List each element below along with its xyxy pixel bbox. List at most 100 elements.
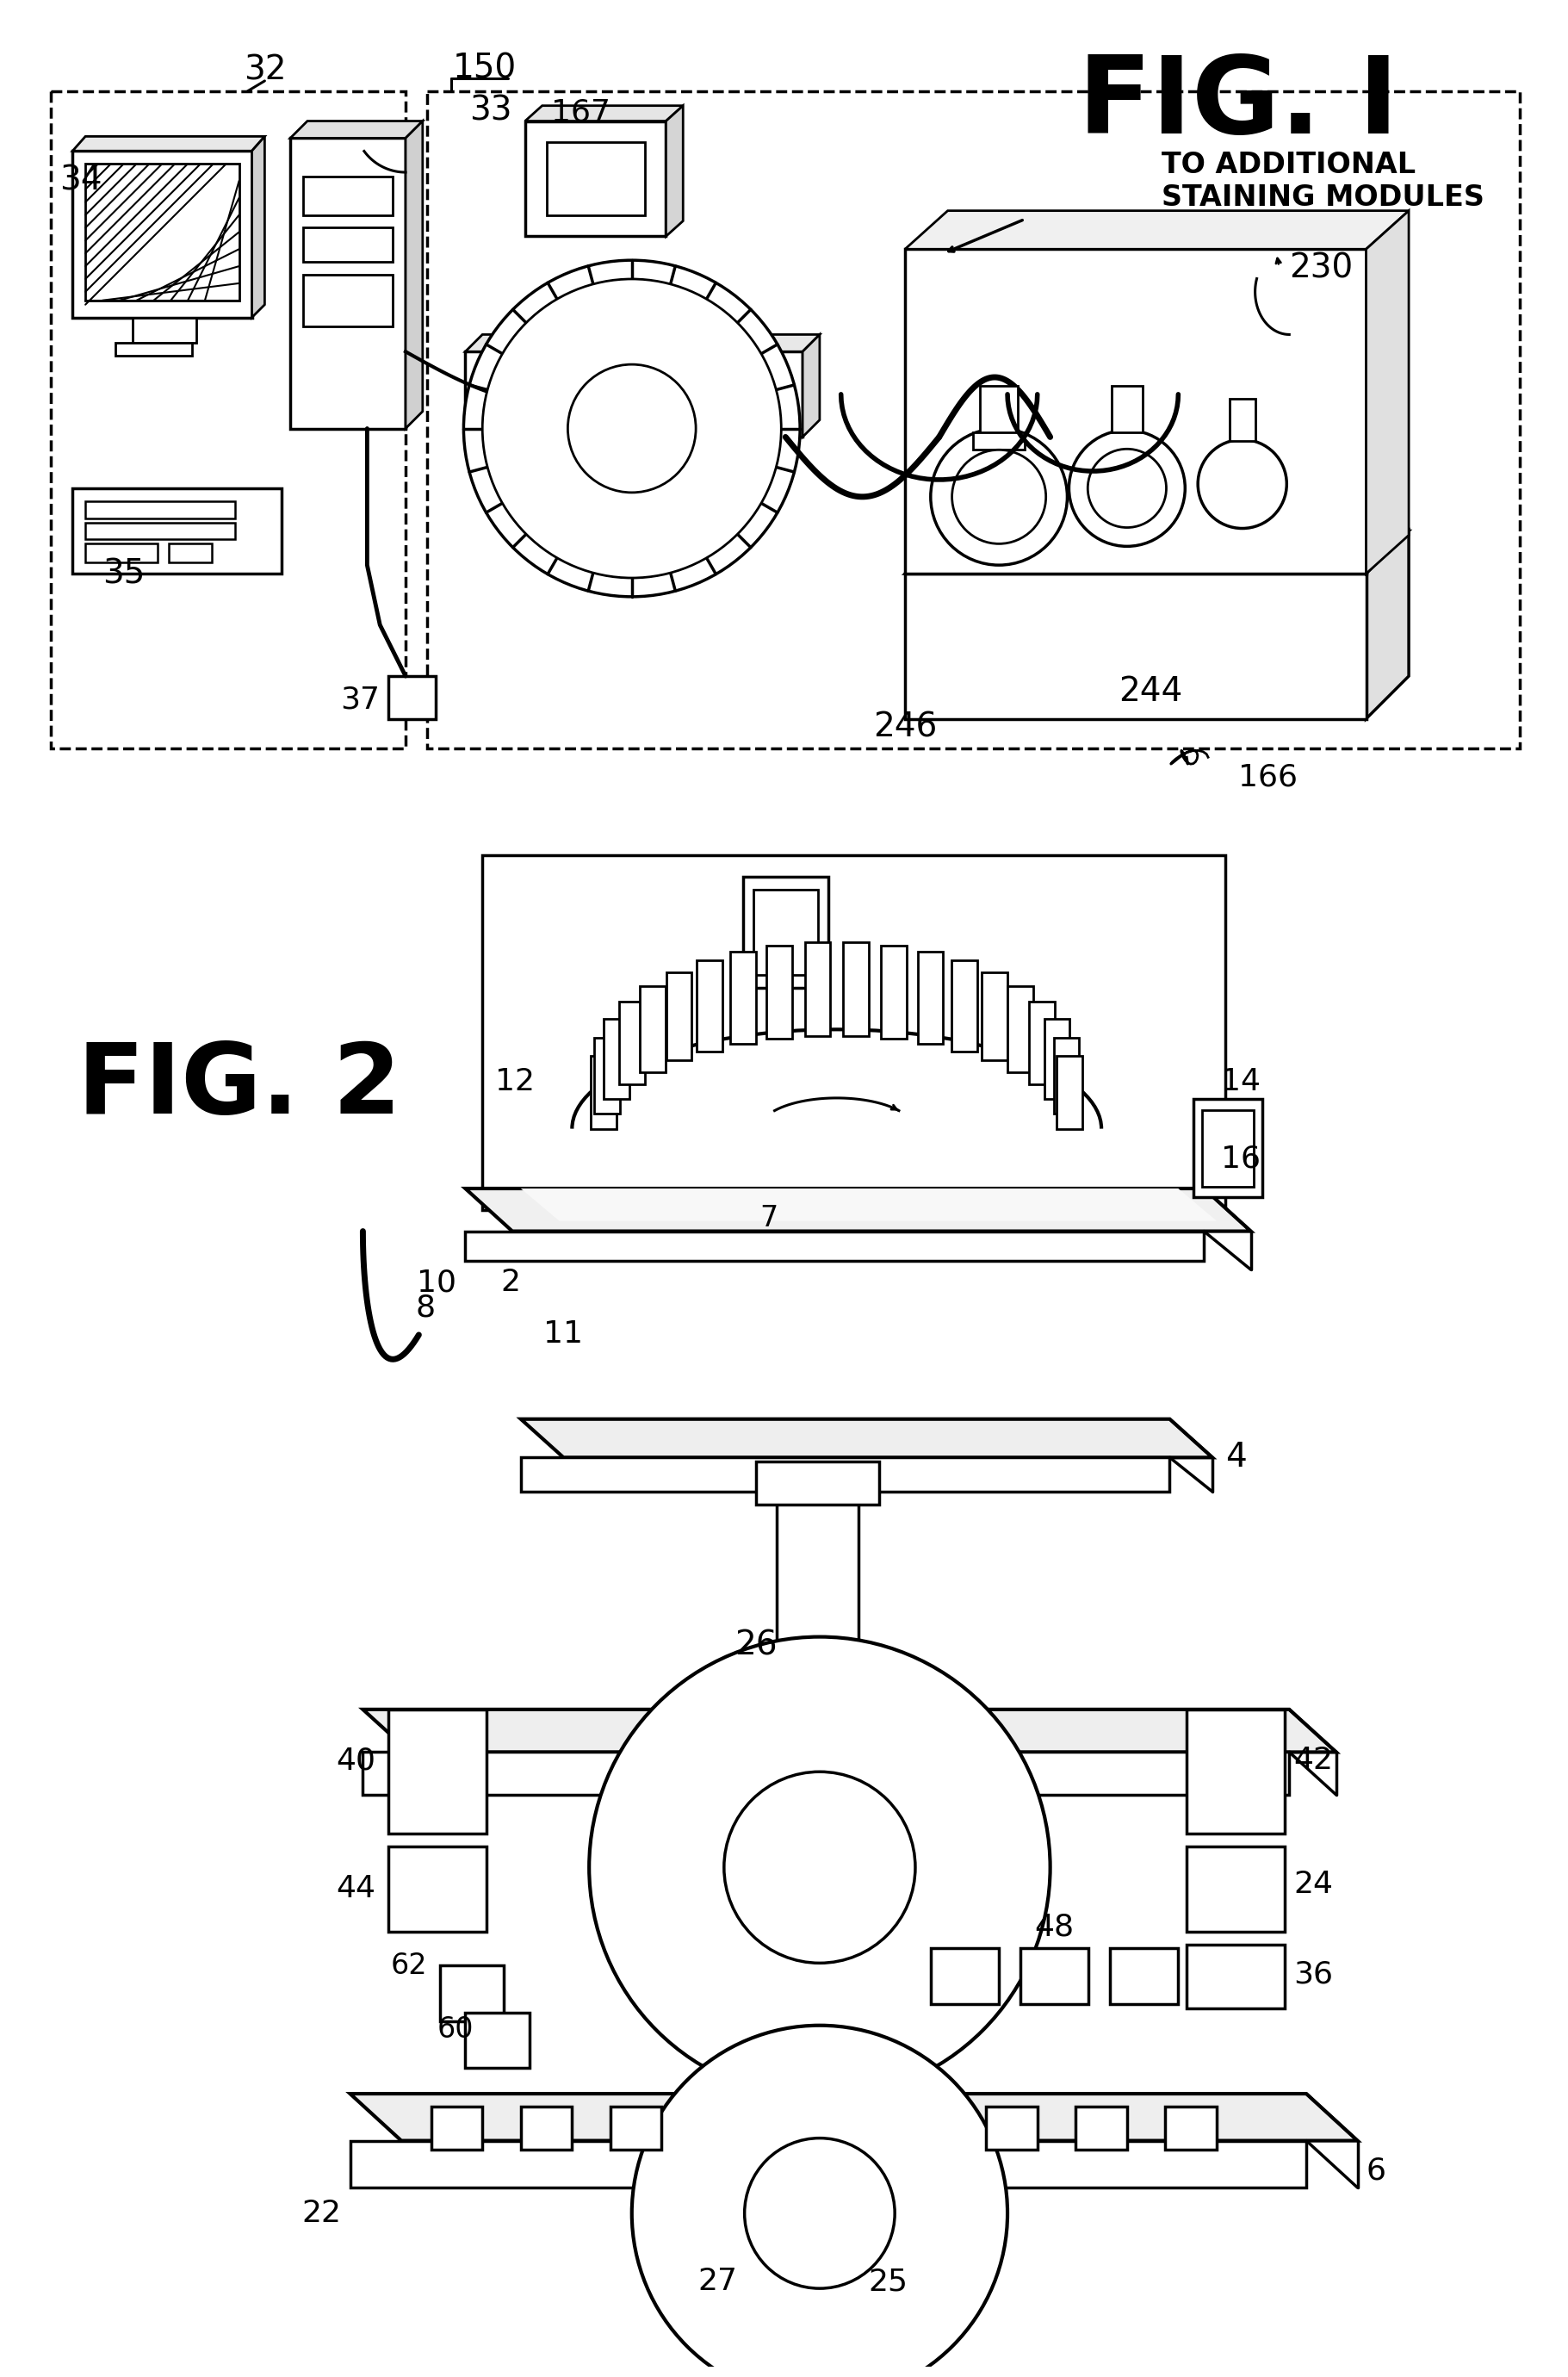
Bar (52, 90, 406, 749)
Polygon shape (362, 1709, 1336, 1752)
Bar (439, 1966, 503, 2020)
Bar (1187, 1944, 1286, 2009)
Bar (696, 960, 723, 1051)
Text: FIG. I: FIG. I (1077, 52, 1399, 157)
Bar (1057, 1055, 1082, 1129)
Bar (72, 150, 252, 319)
Circle shape (745, 2139, 895, 2289)
Bar (303, 176, 392, 214)
Bar (525, 121, 666, 235)
Polygon shape (521, 1419, 1212, 1457)
Circle shape (464, 259, 800, 597)
Bar (666, 972, 691, 1060)
Text: 36: 36 (1294, 1959, 1333, 1990)
Text: 246: 246 (873, 711, 938, 744)
Bar (431, 2106, 483, 2149)
Circle shape (1088, 449, 1167, 528)
Text: 42: 42 (1294, 1747, 1333, 1776)
Bar (881, 946, 906, 1039)
Bar (804, 944, 831, 1036)
Text: 166: 166 (1239, 763, 1297, 792)
Bar (1193, 1098, 1262, 1198)
Bar (974, 433, 1024, 449)
Circle shape (1069, 430, 1185, 547)
Text: FIG. 2: FIG. 2 (77, 1039, 401, 1134)
Text: 7: 7 (759, 1205, 778, 1234)
Text: 12: 12 (495, 1067, 535, 1096)
Bar (1054, 1036, 1079, 1112)
Text: 16: 16 (1221, 1143, 1261, 1174)
Text: 230: 230 (1289, 252, 1353, 285)
Text: 24: 24 (1294, 1871, 1333, 1899)
Text: 32: 32 (243, 52, 285, 86)
Polygon shape (525, 105, 684, 121)
Text: 37: 37 (340, 685, 379, 715)
Polygon shape (521, 1457, 1170, 1493)
Polygon shape (116, 342, 193, 357)
Text: 10: 10 (417, 1267, 456, 1298)
Bar (290, 138, 406, 428)
Bar (767, 946, 792, 1039)
Bar (1046, 411, 1071, 459)
Polygon shape (290, 121, 423, 138)
Polygon shape (466, 1188, 1251, 1231)
Circle shape (483, 278, 781, 578)
Bar (982, 972, 1007, 1060)
Polygon shape (466, 335, 820, 352)
Bar (483, 856, 1225, 1210)
Bar (1044, 1020, 1069, 1098)
Text: 150: 150 (453, 52, 516, 86)
Bar (731, 951, 756, 1044)
Polygon shape (905, 530, 1408, 573)
Circle shape (931, 428, 1068, 566)
Bar (466, 2013, 530, 2068)
Text: 44: 44 (336, 1873, 376, 1904)
Polygon shape (905, 212, 1408, 250)
Text: TO ADDITIONAL
STAINING MODULES: TO ADDITIONAL STAINING MODULES (1162, 150, 1483, 212)
Text: 25: 25 (869, 2268, 908, 2296)
Bar (1076, 2106, 1127, 2149)
Bar (594, 1036, 619, 1112)
Bar (604, 1020, 629, 1098)
Polygon shape (252, 135, 265, 319)
Bar (844, 944, 869, 1036)
Bar (1229, 399, 1254, 442)
Bar (931, 1949, 999, 2004)
Polygon shape (803, 335, 820, 437)
Bar (743, 877, 828, 989)
Bar (1165, 2106, 1217, 2149)
Text: 167: 167 (550, 97, 610, 126)
Text: 62: 62 (390, 1952, 426, 1980)
Bar (986, 2106, 1038, 2149)
Bar (1187, 1709, 1286, 1833)
Bar (1203, 1110, 1253, 1186)
Bar (85, 164, 238, 300)
Bar (303, 276, 392, 326)
Bar (610, 2106, 662, 2149)
Text: 60: 60 (437, 2016, 474, 2044)
Bar (521, 2106, 572, 2149)
Bar (1008, 986, 1033, 1072)
Bar (753, 889, 818, 975)
Bar (778, 1493, 858, 1650)
Bar (389, 1847, 486, 1933)
Polygon shape (406, 121, 423, 428)
Circle shape (590, 1638, 1051, 2099)
Bar (756, 1650, 880, 1702)
Polygon shape (350, 2094, 1358, 2142)
Bar (546, 143, 644, 214)
Text: 34: 34 (60, 164, 102, 197)
Bar (85, 544, 158, 563)
Bar (1029, 1001, 1054, 1084)
Bar (1187, 1847, 1286, 1933)
Text: 11: 11 (544, 1319, 583, 1348)
Text: 33: 33 (470, 95, 513, 126)
Text: 14: 14 (1221, 1067, 1261, 1096)
Text: 6: 6 (1366, 2156, 1386, 2184)
Bar (85, 523, 235, 540)
Text: 26: 26 (734, 1628, 778, 1662)
Text: 27: 27 (698, 2268, 737, 2296)
Text: 48: 48 (1035, 1913, 1074, 1942)
Bar (619, 1001, 644, 1084)
Bar (169, 544, 212, 563)
